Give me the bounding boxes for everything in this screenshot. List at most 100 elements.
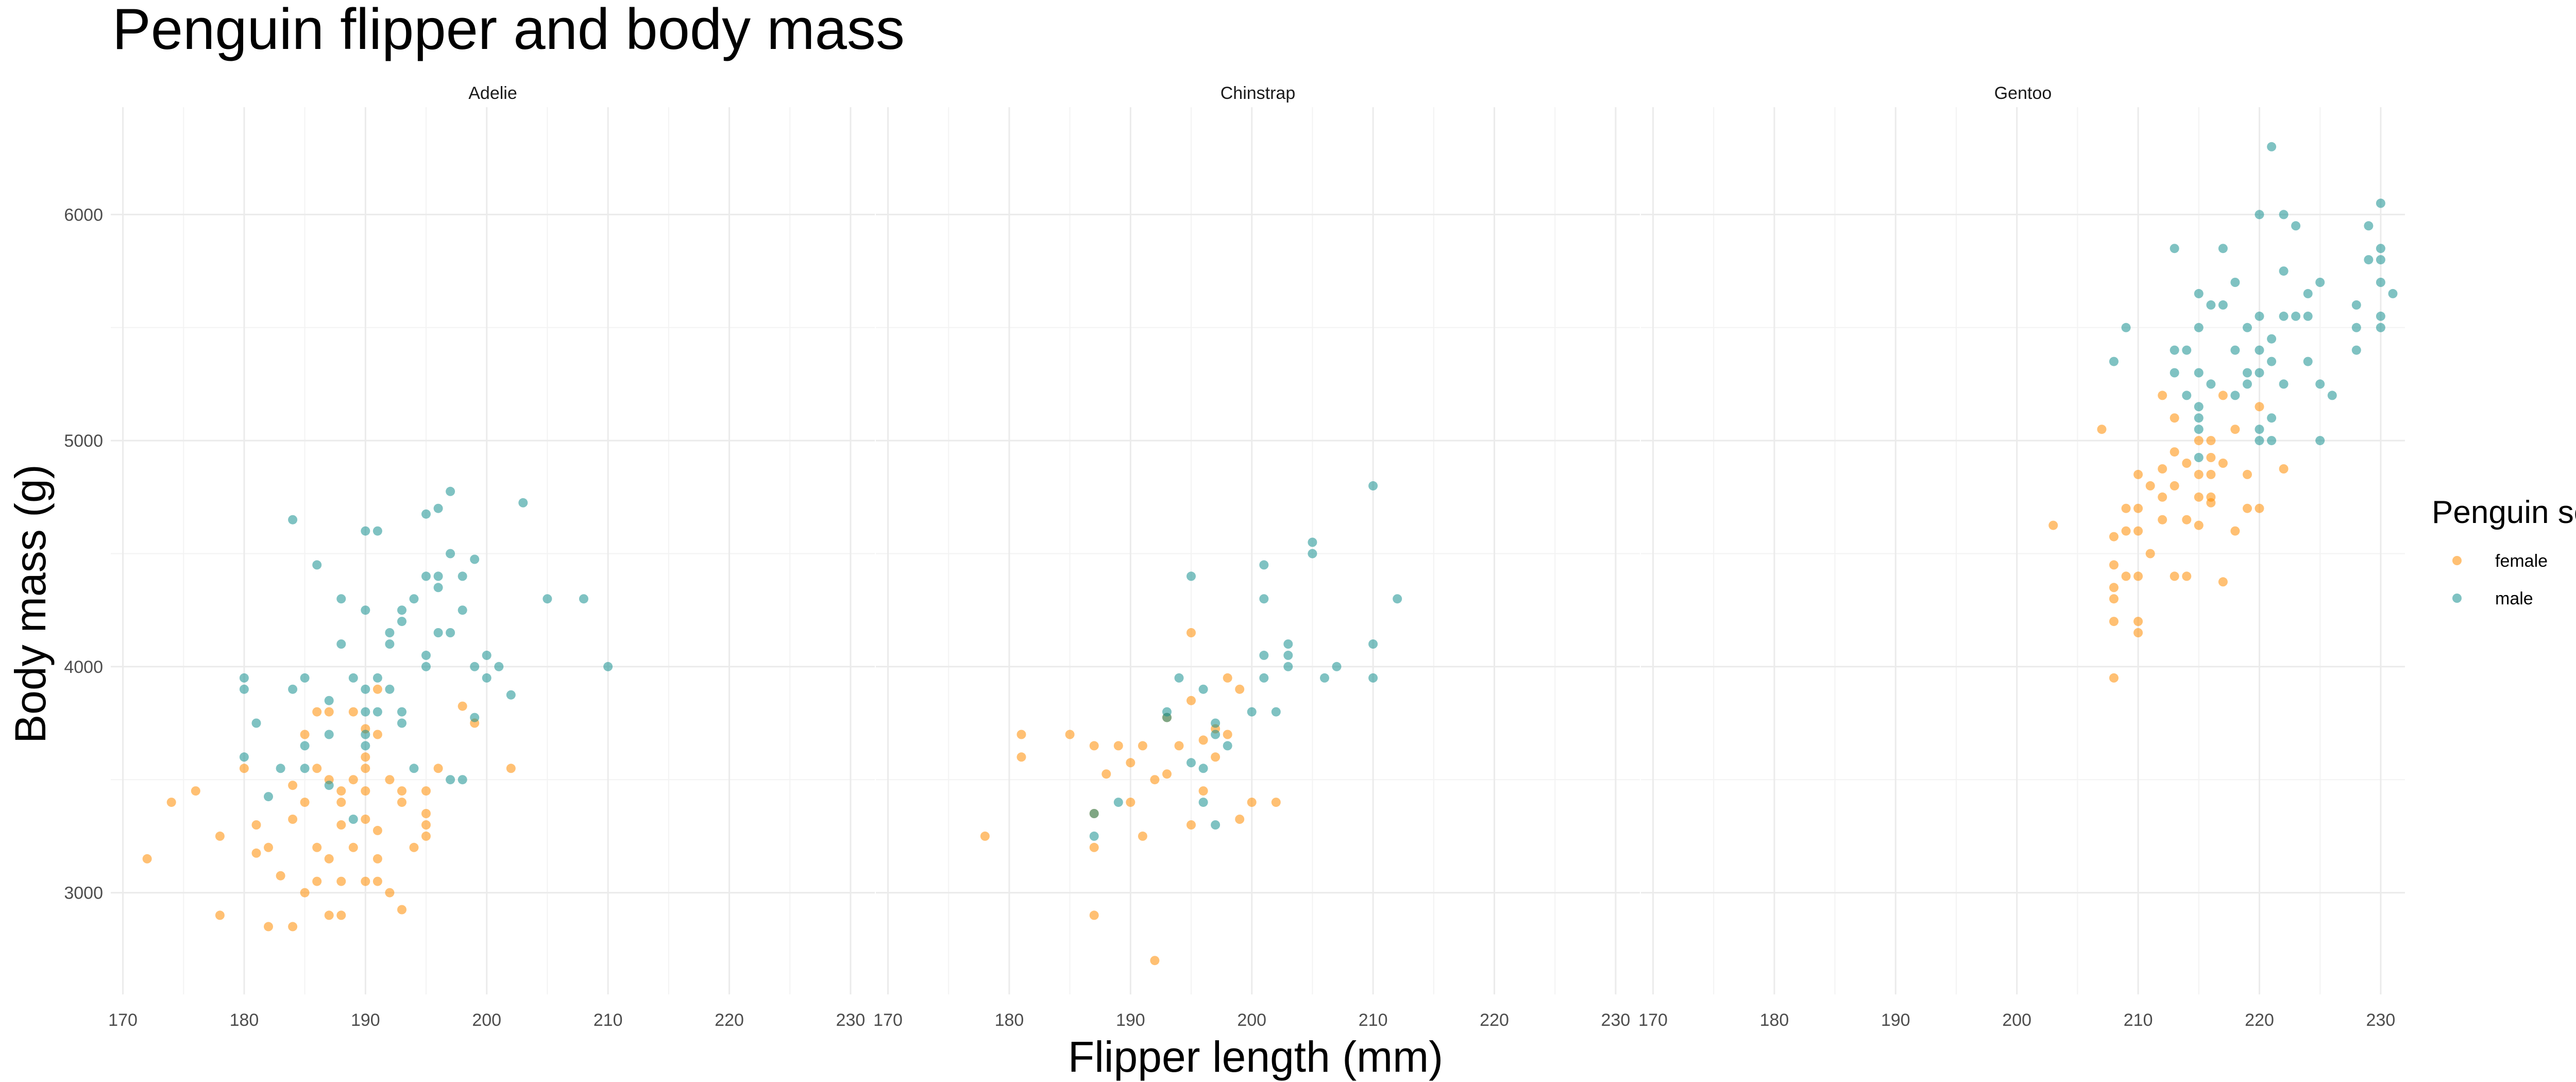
x-tick-label: 210 [2124,1010,2153,1030]
data-point-male [2170,368,2179,378]
data-point-male [239,684,249,694]
data-point-male [2291,311,2301,321]
data-point-male [1320,673,1329,683]
data-point-male [1089,809,1099,818]
data-point-female [300,798,310,807]
y-tick-label: 6000 [64,205,103,225]
data-point-male [385,628,395,637]
data-point-female [2279,464,2289,474]
data-point-male [2206,379,2216,389]
x-tick-label: 190 [1116,1010,1145,1030]
data-point-male [239,752,249,762]
data-point-female [2194,520,2204,530]
data-point-male [2243,379,2252,389]
data-point-male [372,707,382,717]
data-point-male [2327,391,2337,400]
data-point-female [421,820,431,830]
data-point-female [361,764,370,773]
data-point-male [2243,368,2252,378]
data-point-female [1138,831,1147,841]
series-male-adelie [239,486,613,824]
series-male-chinstrap [1089,481,1402,841]
data-point-male [2170,244,2179,253]
data-point-male [300,673,310,683]
x-tick-label: 210 [594,1010,623,1030]
x-tick-label: 220 [1480,1010,1509,1030]
facet-chinstrap: Chinstrap 170 180 190 200 210 220 230 [873,83,1640,1030]
data-point-female [421,809,431,818]
data-point-male [361,707,370,717]
data-point-female [2170,447,2179,457]
data-point-male [288,684,298,694]
data-point-female [397,798,406,807]
data-point-female [2218,577,2228,587]
data-point-male [2121,323,2131,332]
data-point-male [1187,571,1196,581]
facet-panels: Adelie 170 180 190 200 210 220 230 3000 4000 5000 6… [64,83,2405,1030]
data-point-male [2170,345,2179,355]
data-point-female [2182,515,2192,525]
data-point-female [324,707,334,717]
x-tick-label: 220 [2245,1010,2274,1030]
data-point-male [2194,453,2204,462]
data-point-male [494,662,504,671]
x-tick-label: 190 [1881,1010,1910,1030]
data-point-male [2267,334,2277,344]
data-point-male [300,764,310,773]
data-point-female [336,798,346,807]
data-point-male [2230,345,2240,355]
x-tick-label: 170 [108,1010,138,1030]
data-point-male [1259,594,1269,604]
data-point-male [1198,684,1208,694]
data-point-male [1283,639,1293,649]
data-point-female [348,707,358,717]
data-point-male [276,764,285,773]
data-point-male [506,690,516,700]
data-point-male [1113,798,1123,807]
data-point-male [2364,221,2374,231]
data-point-male [433,571,443,581]
facet-gentoo: Gentoo 170 180 190 200 210 220 230 [1638,83,2405,1030]
data-point-male [1259,560,1269,570]
x-tick-label: 200 [2002,1010,2031,1030]
data-point-female [2218,459,2228,468]
data-point-male [397,617,406,627]
data-point-female [1198,786,1208,796]
data-point-male [1368,673,1378,683]
data-point-male [1308,549,1317,559]
data-point-male [2315,278,2325,287]
data-point-male [2194,368,2204,378]
x-tick-label: 220 [715,1010,744,1030]
data-point-male [579,594,588,604]
data-point-male [1198,764,1208,773]
data-point-female [336,876,346,886]
data-point-female [1089,910,1099,920]
data-point-male [2364,255,2374,265]
data-point-male [1174,673,1184,683]
data-point-male [470,713,480,722]
data-point-female [1150,775,1160,785]
chart-title: Penguin flipper and body mass [112,0,905,61]
data-point-female [2133,526,2143,536]
data-point-male [421,509,431,519]
data-point-male [2303,357,2313,366]
data-point-female [1065,730,1075,739]
data-point-female [288,922,298,932]
data-point-male [2351,300,2361,310]
data-point-female [397,786,406,796]
data-point-female [361,815,370,824]
data-point-female [1211,752,1221,762]
data-point-male [385,639,395,649]
data-point-male [1283,650,1293,660]
data-point-female [1016,730,1026,739]
data-point-male [2109,357,2119,366]
data-point-female [336,910,346,920]
data-point-female [276,871,285,881]
data-point-male [543,594,552,604]
data-point-female [372,684,382,694]
data-point-female [348,775,358,785]
data-point-male [324,730,334,739]
data-point-male [433,503,443,513]
series-female-adelie [142,684,516,932]
data-point-female [1089,842,1099,852]
